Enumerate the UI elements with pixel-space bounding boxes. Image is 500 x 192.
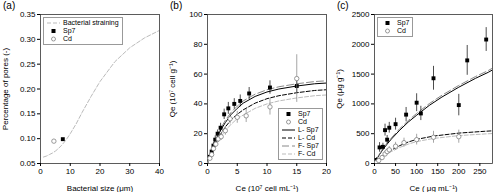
svg-text:1000: 1000: [352, 99, 370, 108]
svg-text:Percentage of pores (-): Percentage of pores (-): [1, 48, 10, 131]
svg-text:0.20: 0.20: [20, 85, 36, 94]
svg-text:Ce ( μg mL⁻¹): Ce ( μg mL⁻¹): [409, 184, 457, 192]
html-text:Sp7: Sp7: [63, 27, 76, 34]
svg-text:100: 100: [189, 10, 203, 19]
svg-text:15: 15: [292, 167, 301, 176]
svg-text:250: 250: [473, 167, 487, 176]
svg-text:0.25: 0.25: [20, 60, 36, 69]
svg-text:0: 0: [198, 159, 203, 168]
html-text:Cd: Cd: [397, 27, 406, 34]
svg-text:20: 20: [322, 167, 331, 176]
svg-text:5: 5: [235, 167, 240, 176]
svg-text:30: 30: [125, 167, 134, 176]
html-text:F- Cd: F- Cd: [298, 150, 316, 157]
svg-text:Qe (μg g⁻¹): Qe (μg g⁻¹): [335, 69, 344, 109]
svg-text:40: 40: [194, 99, 203, 108]
svg-text:10: 10: [66, 167, 75, 176]
svg-text:100: 100: [410, 167, 424, 176]
svg-text:10: 10: [263, 167, 272, 176]
html-text:Sp7: Sp7: [298, 110, 311, 117]
svg-text:2000: 2000: [352, 40, 370, 49]
svg-text:20: 20: [96, 167, 105, 176]
svg-text:0.05: 0.05: [20, 159, 36, 168]
svg-text:20: 20: [194, 129, 203, 138]
svg-text:2500: 2500: [352, 10, 370, 19]
svg-text:60: 60: [194, 70, 203, 79]
svg-text:Bacterial size (μm): Bacterial size (μm): [67, 184, 134, 192]
html-text:Sp7: Sp7: [397, 19, 410, 26]
html-text:Cd: Cd: [298, 118, 307, 125]
svg-text:Qe (10⁷ cell g⁻¹): Qe (10⁷ cell g⁻¹): [168, 60, 177, 117]
svg-text:0.30: 0.30: [20, 35, 36, 44]
svg-text:0.15: 0.15: [20, 109, 36, 118]
svg-text:1500: 1500: [352, 70, 370, 79]
svg-text:0.35: 0.35: [20, 10, 36, 19]
svg-text:0: 0: [38, 167, 43, 176]
svg-text:200: 200: [452, 167, 466, 176]
html-text:L- Sp7: L- Sp7: [298, 126, 319, 133]
html-text:F- Sp7: F- Sp7: [298, 142, 319, 149]
html-text:(c): (c): [337, 0, 349, 11]
svg-text:40: 40: [155, 167, 164, 176]
svg-text:50: 50: [391, 167, 400, 176]
svg-text:0: 0: [372, 167, 377, 176]
svg-text:150: 150: [431, 167, 445, 176]
html-text:(a): (a): [3, 0, 16, 11]
html-text:Bacterial straining: Bacterial straining: [63, 19, 119, 26]
svg-text:0: 0: [205, 167, 210, 176]
svg-text:80: 80: [194, 40, 203, 49]
html-text:L- Cd: L- Cd: [298, 134, 316, 141]
svg-text:500: 500: [356, 129, 370, 138]
svg-text:0.10: 0.10: [20, 134, 36, 143]
svg-text:0: 0: [365, 159, 370, 168]
html-text:Cd: Cd: [63, 35, 72, 42]
html-text:(b): (b): [170, 0, 183, 11]
svg-text:Ce (10⁷ cell mL⁻¹): Ce (10⁷ cell mL⁻¹): [236, 184, 299, 192]
